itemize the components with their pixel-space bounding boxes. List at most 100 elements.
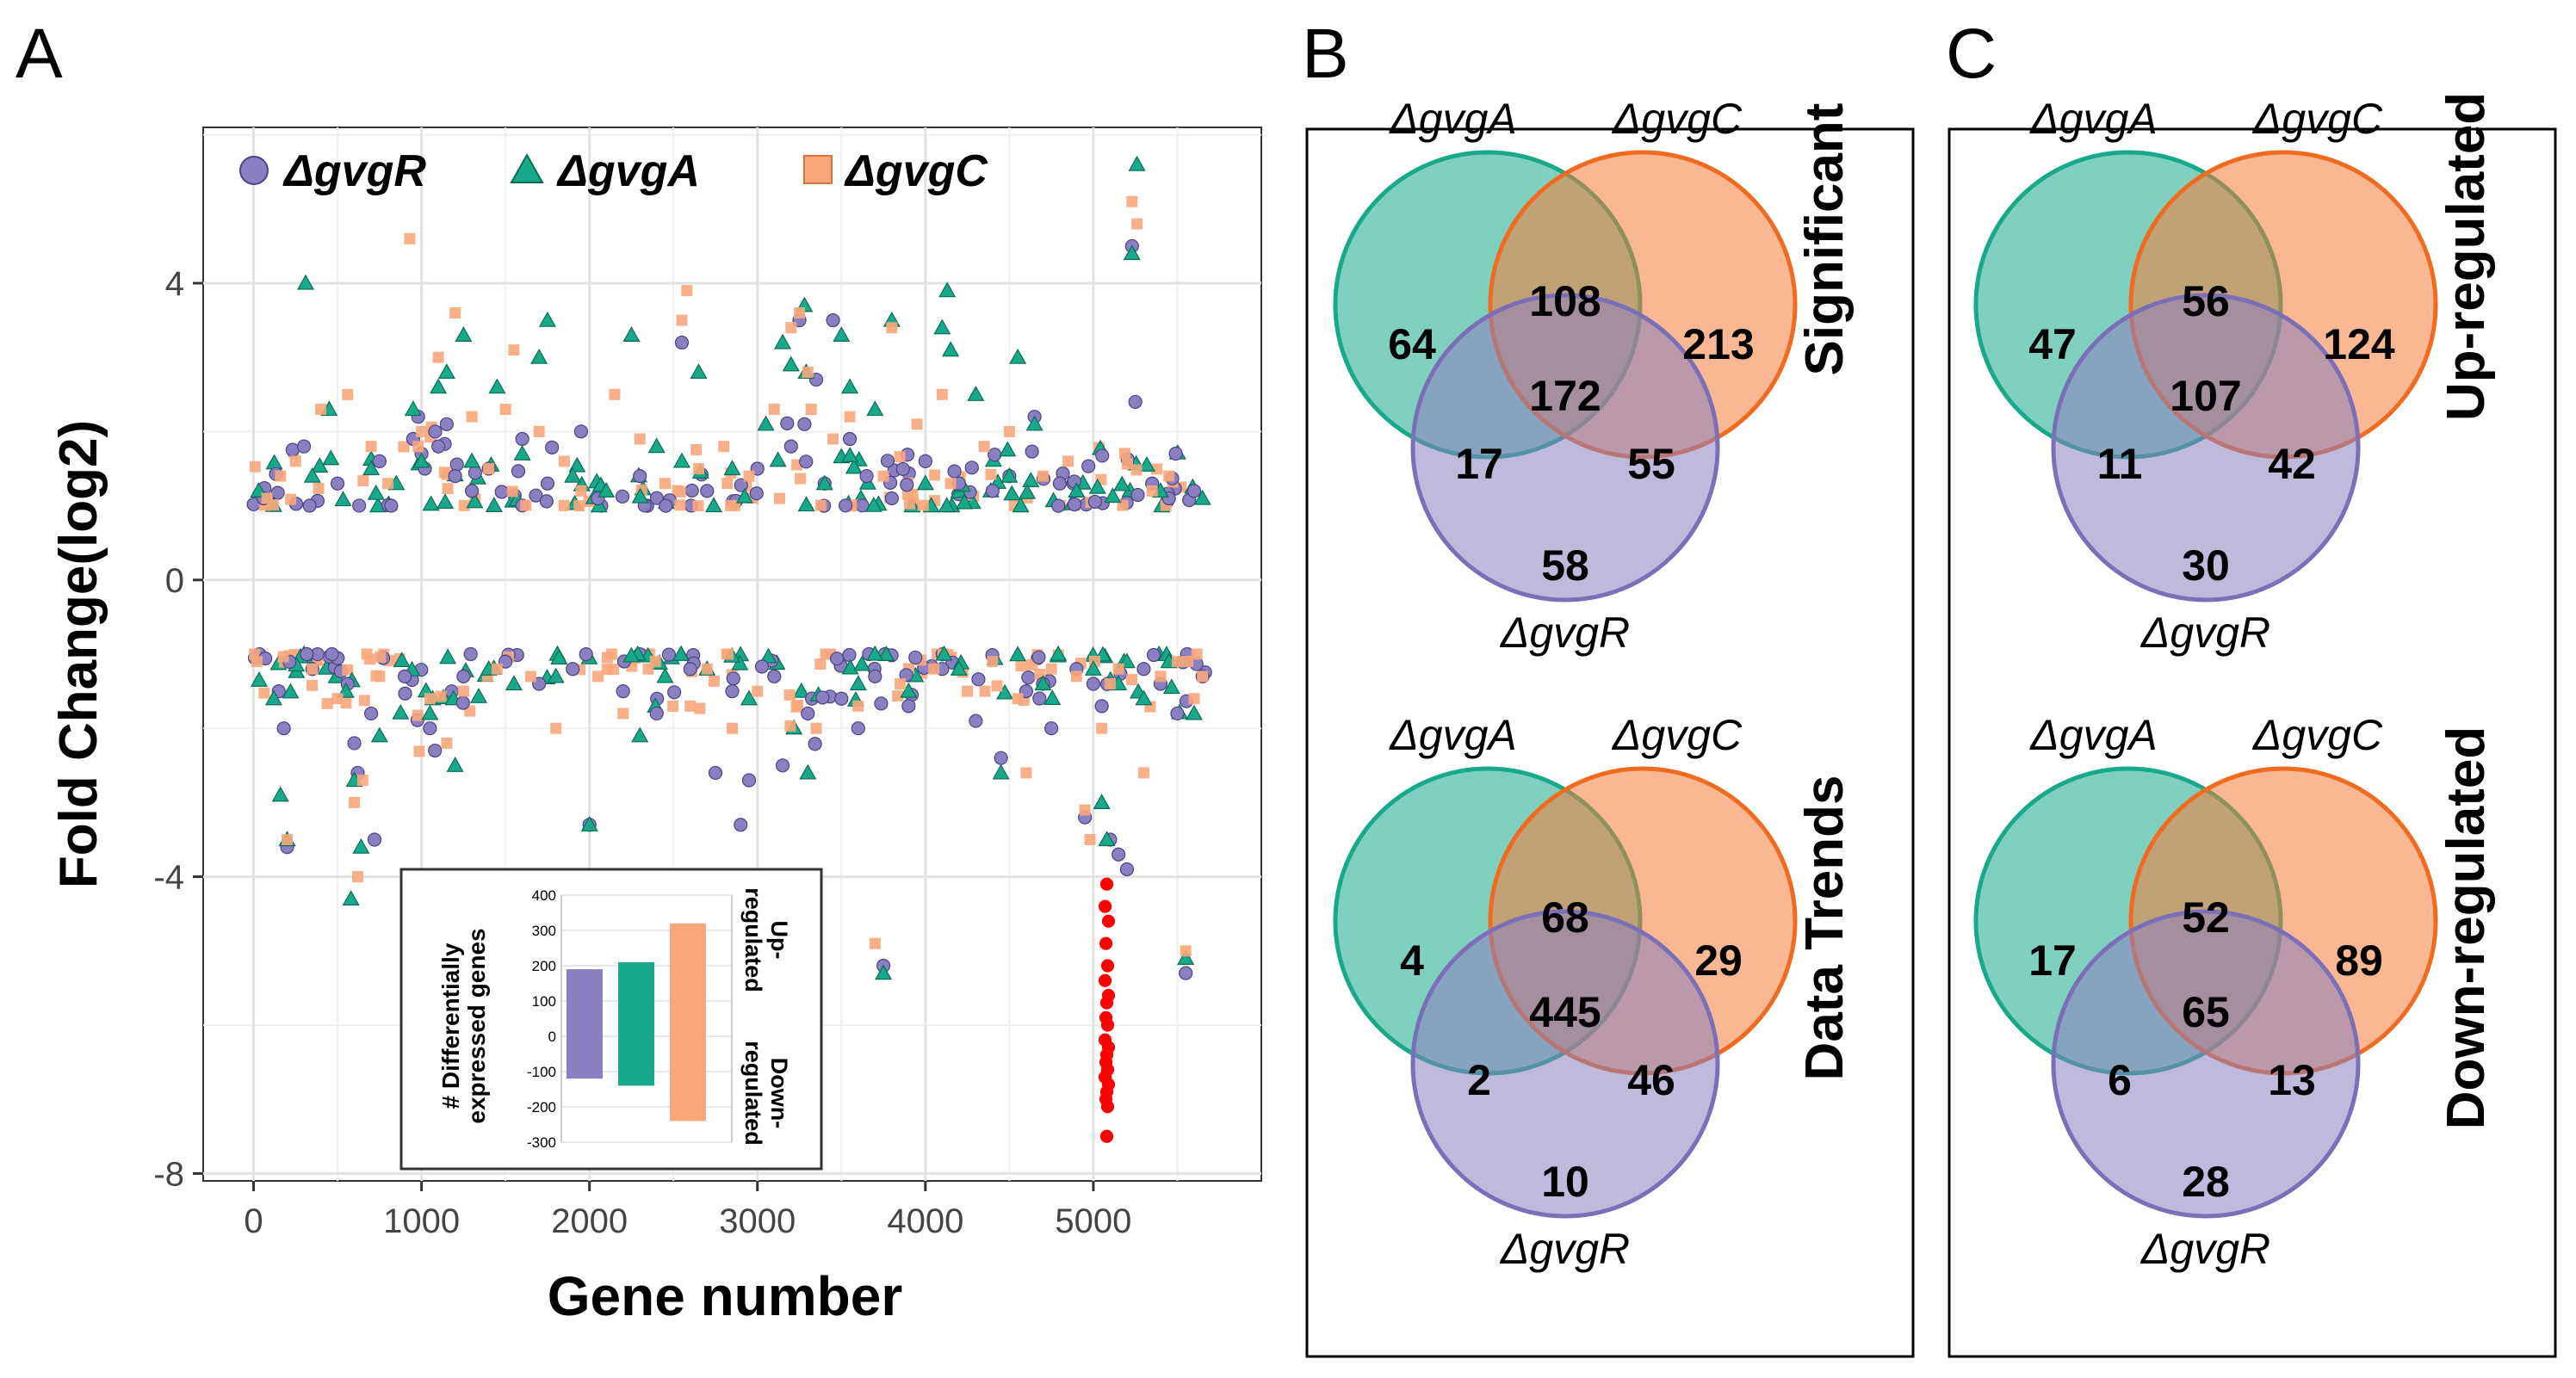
inset-ticks: 400 300 200 100 0 -100 -200 -300	[527, 887, 556, 1151]
band-point-gvgR	[1146, 647, 1161, 663]
band-point-gvgR	[749, 486, 764, 501]
point-gvgC	[404, 232, 416, 244]
point-gvgC	[752, 685, 764, 697]
band-point-gvgC	[1126, 674, 1138, 686]
point-gvgC	[315, 404, 327, 416]
band-point-gvgA	[367, 484, 385, 500]
venn-count-AC: 108	[1529, 277, 1601, 325]
band-point-gvgA	[392, 703, 410, 720]
band-point-gvgR	[529, 488, 543, 503]
venn-set-label-gvgR: ΔgvgR	[1500, 1225, 1630, 1273]
inset-bar-gvgR	[567, 969, 603, 1079]
inset-bar-chart: 400 300 200 100 0 -100 -200 -300 # Differential…	[399, 868, 823, 1171]
inset-y-tick-label: 200	[532, 958, 556, 974]
point-gvgR	[969, 714, 983, 728]
point-gvgR	[834, 691, 849, 706]
point-gvgC	[1070, 670, 1082, 683]
x-tick-label: 1000	[383, 1202, 460, 1240]
point-highlight	[1098, 899, 1112, 913]
band-point-gvgA	[422, 495, 440, 511]
venn-count-AC: 56	[2182, 277, 2230, 325]
band-point-gvgA	[845, 458, 863, 474]
band-point-gvgA	[672, 646, 690, 661]
point-gvgC	[718, 441, 730, 453]
band-point-gvgC	[820, 648, 832, 660]
point-gvgR	[767, 669, 782, 683]
point-gvgA	[488, 378, 506, 394]
band-point-gvgC	[692, 500, 704, 512]
point-gvgR	[1128, 394, 1142, 410]
point-gvgC	[692, 463, 704, 475]
venn-count-AC: 68	[1541, 893, 1589, 942]
band-point-gvgC	[991, 680, 1003, 692]
point-gvgA	[598, 482, 616, 497]
band-point-gvgA	[334, 491, 352, 507]
band-point-gvgR	[302, 498, 317, 513]
inset-y-tick-label: -100	[527, 1064, 556, 1080]
band-point-gvgR	[1168, 446, 1183, 461]
band-point-gvgC	[674, 486, 686, 498]
y-tick-label: 4	[165, 265, 184, 303]
point-gvgC	[609, 388, 621, 400]
point-gvgA	[1123, 244, 1141, 261]
point-gvgA	[833, 326, 851, 342]
point-gvgC	[1171, 656, 1183, 668]
point-gvgA	[421, 704, 439, 720]
point-gvgC	[1131, 218, 1143, 230]
band-point-gvgA	[1088, 478, 1106, 494]
point-gvgR	[994, 751, 1008, 765]
band-point-gvgA	[1012, 497, 1030, 513]
band-point-gvgR	[780, 416, 795, 430]
point-gvgR	[674, 335, 690, 350]
point-gvgC	[928, 663, 940, 675]
point-gvgC	[282, 833, 294, 845]
band-point-gvgA	[631, 487, 649, 504]
venn-count-C_only: 29	[1694, 936, 1743, 985]
point-gvgC	[684, 700, 697, 712]
point-gvgC	[642, 663, 654, 675]
band-point-gvgR	[808, 737, 822, 751]
band-point-gvgA	[864, 496, 882, 512]
point-gvgR	[566, 662, 580, 677]
point-gvgR	[456, 669, 471, 683]
band-point-gvgA	[393, 652, 411, 668]
point-gvgC	[827, 433, 839, 445]
point-highlight	[1099, 1129, 1114, 1143]
x-tick-label: 5000	[1055, 1202, 1131, 1240]
point-gvgR	[842, 431, 858, 447]
point-gvgC	[810, 722, 822, 734]
venn-set-label-gvgA: ΔgvgA	[1389, 95, 1517, 143]
band-point-gvgR	[1087, 494, 1102, 510]
point-gvgA	[933, 318, 951, 335]
point-gvgR	[1112, 847, 1126, 862]
point-gvgR	[573, 424, 589, 439]
x-tick-label: 3000	[719, 1202, 796, 1240]
point-gvgR	[826, 313, 840, 328]
venn-count-C_only: 124	[2323, 320, 2395, 368]
band-point-gvgC	[903, 497, 915, 510]
point-gvgR	[734, 818, 748, 832]
band-point-gvgR	[325, 646, 339, 662]
band-point-gvgR	[384, 498, 399, 513]
point-gvgA	[1025, 415, 1043, 431]
venn-count-R_only: 28	[2182, 1158, 2230, 1206]
band-point-gvgA	[1022, 472, 1040, 487]
point-gvgR	[616, 683, 630, 699]
venn-circle-gvgR	[1410, 293, 1720, 602]
inset-down-label-line1: Down-	[766, 1058, 792, 1128]
band-point-gvgR	[579, 647, 593, 662]
point-gvgA	[505, 675, 523, 691]
point-gvgA	[723, 460, 741, 476]
panel-c-frame	[1947, 127, 2557, 1358]
inset-up-label-line2: regulated	[740, 887, 766, 992]
venn-count-R_only: 10	[1541, 1158, 1589, 1206]
band-point-gvgR	[1025, 444, 1039, 459]
band-point-gvgR	[1051, 498, 1066, 513]
band-point-gvgA	[622, 646, 641, 663]
venn-count-R_only: 58	[1541, 541, 1589, 590]
point-gvgC	[289, 455, 301, 467]
point-gvgC	[251, 656, 263, 668]
band-point-gvgA	[935, 645, 953, 661]
venn-set-label-gvgA: ΔgvgA	[1389, 711, 1517, 759]
point-gvgC	[701, 663, 713, 675]
